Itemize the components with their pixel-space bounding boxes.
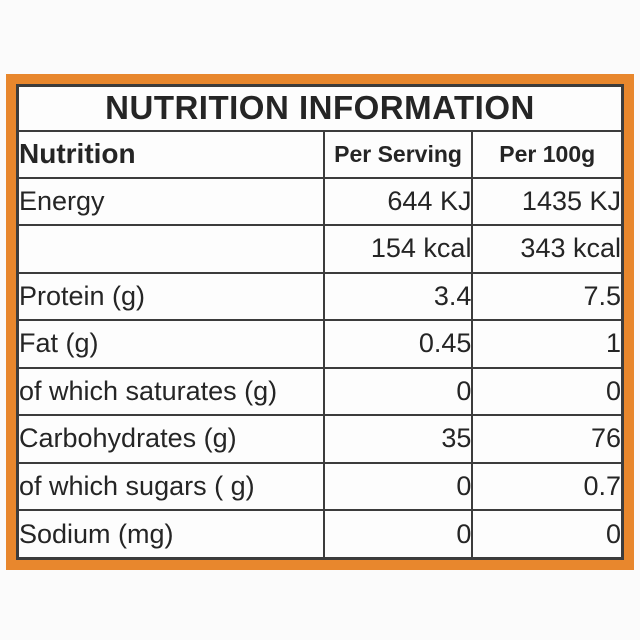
row-label (16, 224, 325, 274)
header-per-serving: Per Serving (322, 129, 474, 179)
row-label: of which sugars ( g) (16, 461, 325, 512)
row-label: Energy (16, 176, 325, 227)
row-per-serving: 154 kcal (322, 224, 474, 274)
row-label: Carbohydrates (g) (16, 414, 325, 464)
header-row: Nutrition Per Serving Per 100g (16, 129, 624, 179)
title-row: NUTRITION INFORMATION (16, 84, 624, 132)
table-row-sodium: Sodium (mg) 0 0 (16, 509, 624, 560)
row-per-100g: 76 (471, 414, 624, 464)
row-per-serving: 0 (322, 461, 474, 512)
row-per-100g: 0 (471, 509, 624, 560)
nutrition-label: NUTRITION INFORMATION Nutrition Per Serv… (6, 74, 634, 570)
row-per-serving: 3.4 (322, 271, 474, 322)
row-label: Fat (g) (16, 319, 325, 369)
row-label: Sodium (mg) (16, 509, 325, 560)
row-per-serving: 644 KJ (322, 176, 474, 227)
table-row-energy-kcal: 154 kcal 343 kcal (16, 224, 624, 274)
row-per-serving: 0.45 (322, 319, 474, 369)
table-row-protein: Protein (g) 3.4 7.5 (16, 271, 624, 322)
row-label: Protein (g) (16, 271, 325, 322)
table-row-fat: Fat (g) 0.45 1 (16, 319, 624, 369)
row-per-100g: 1 (471, 319, 624, 369)
table-row-carbohydrates: Carbohydrates (g) 35 76 (16, 414, 624, 464)
row-per-100g: 7.5 (471, 271, 624, 322)
header-per-100g: Per 100g (471, 129, 624, 179)
table-row-sugars: of which sugars ( g) 0 0.7 (16, 461, 624, 512)
row-label: of which saturates (g) (16, 366, 325, 417)
row-per-serving: 35 (322, 414, 474, 464)
row-per-100g: 1435 KJ (471, 176, 624, 227)
row-per-serving: 0 (322, 366, 474, 417)
row-per-100g: 343 kcal (471, 224, 624, 274)
row-per-serving: 0 (322, 509, 474, 560)
row-per-100g: 0.7 (471, 461, 624, 512)
row-per-100g: 0 (471, 366, 624, 417)
header-nutrition: Nutrition (16, 129, 325, 179)
nutrition-table: NUTRITION INFORMATION Nutrition Per Serv… (16, 84, 624, 560)
table-title: NUTRITION INFORMATION (16, 84, 624, 132)
table-row-energy: Energy 644 KJ 1435 KJ (16, 176, 624, 227)
table-row-saturates: of which saturates (g) 0 0 (16, 366, 624, 417)
